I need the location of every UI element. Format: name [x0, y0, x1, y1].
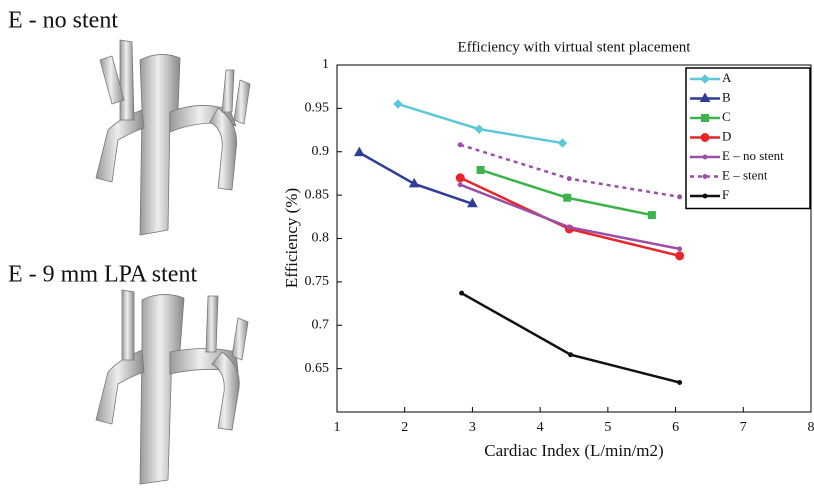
marker: [563, 193, 572, 202]
y-axis-label: Efficiency (%): [282, 188, 301, 288]
marker: [353, 146, 365, 157]
x-tick-label: 7: [740, 420, 747, 435]
marker: [557, 138, 568, 148]
legend-label: A: [722, 70, 732, 85]
legend-marker: [699, 92, 711, 102]
legend-label: E – stent: [722, 167, 768, 182]
legend-marker: [702, 174, 708, 179]
marker: [459, 290, 465, 296]
legend-label: F: [722, 187, 729, 202]
legend-marker: [700, 133, 710, 142]
panel-label: E - 9 mm LPA stent: [8, 262, 197, 288]
x-tick-label: 1: [334, 420, 341, 435]
series-line: [459, 143, 680, 199]
y-tick-label: 0.8: [312, 231, 330, 246]
legend-marker: [702, 154, 708, 160]
x-axis-label: Cardiac Index (L/min/m2): [484, 441, 663, 460]
legend-marker: [701, 114, 709, 122]
x-tick-label: 3: [469, 420, 476, 435]
legend-label: E – no stent: [722, 148, 784, 163]
x-tick-label: 5: [604, 420, 611, 435]
y-tick-label: 1: [322, 57, 329, 72]
x-tick-label: 8: [808, 420, 814, 435]
vessel-image: [95, 39, 251, 236]
legend-marker: [702, 193, 708, 199]
marker: [457, 182, 463, 188]
marker: [393, 99, 403, 109]
marker: [566, 224, 572, 230]
marker: [566, 176, 572, 182]
legend-label: B: [722, 89, 731, 104]
panel-label: E - no stent: [8, 8, 118, 34]
y-tick-label: 0.65: [305, 361, 330, 376]
y-tick-label: 0.95: [305, 101, 330, 116]
chart-title: Efficiency with virtual stent placement: [458, 39, 692, 55]
marker: [455, 173, 465, 183]
marker: [408, 177, 420, 188]
series-line: [460, 292, 680, 384]
x-tick-label: 6: [672, 420, 679, 435]
legend-marker: [700, 74, 710, 84]
marker: [457, 142, 463, 148]
y-tick-label: 0.85: [305, 187, 330, 202]
marker: [677, 380, 683, 386]
x-tick-label: 2: [401, 420, 408, 435]
marker: [647, 211, 656, 220]
marker: [467, 197, 478, 208]
legend-label: C: [722, 109, 731, 124]
y-tick-label: 0.9: [312, 144, 330, 159]
marker: [568, 352, 574, 358]
series-line: [459, 176, 680, 258]
x-tick-label: 4: [537, 420, 544, 435]
marker: [675, 251, 685, 261]
series-line: [480, 168, 653, 217]
y-tick-label: 0.7: [312, 317, 330, 332]
series-line: [358, 151, 473, 205]
marker: [476, 165, 485, 174]
marker: [677, 246, 683, 252]
marker: [677, 194, 683, 200]
marker: [474, 124, 484, 134]
legend-label: D: [722, 128, 731, 143]
vessel-image: [95, 289, 249, 485]
y-tick-label: 0.75: [305, 274, 330, 289]
series-line: [397, 102, 563, 145]
